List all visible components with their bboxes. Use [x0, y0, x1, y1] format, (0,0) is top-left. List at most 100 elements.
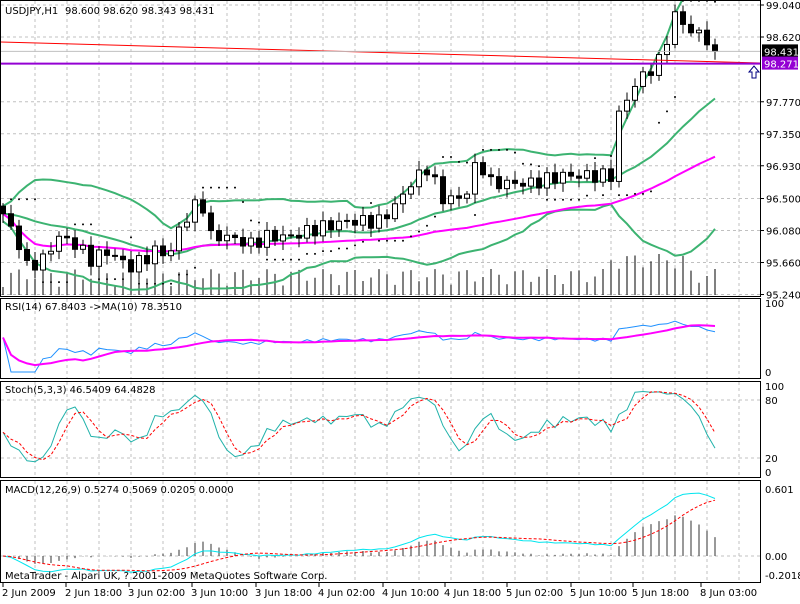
parabolic-sar-dot — [330, 250, 332, 253]
candle-body — [392, 203, 398, 220]
parabolic-sar-dot — [218, 186, 220, 189]
parabolic-sar-dot — [354, 244, 356, 247]
parabolic-sar-dot — [18, 198, 20, 201]
parabolic-sar-dot — [282, 258, 284, 261]
candle-body — [136, 255, 142, 273]
parabolic-sar-dot — [114, 278, 116, 281]
candle-body — [464, 193, 470, 199]
parabolic-sar-dot — [74, 223, 76, 226]
candle-body — [664, 43, 670, 56]
candle-body — [48, 250, 54, 255]
time-axis-label: 5 Jun 02:00 — [506, 588, 563, 599]
parabolic-sar-dot — [618, 194, 620, 197]
rsi-axis-label: 100 — [765, 299, 784, 310]
parabolic-sar-dot — [298, 258, 300, 261]
trend-line — [0, 41, 761, 64]
candle-body — [408, 186, 414, 195]
parabolic-sar-dot — [626, 194, 628, 197]
parabolic-sar-dot — [514, 151, 516, 154]
candle-body — [240, 237, 246, 247]
candle-body — [72, 237, 78, 250]
parabolic-sar-dot — [146, 282, 148, 285]
candle-body — [704, 29, 710, 46]
candle-body — [608, 168, 614, 182]
candle-body — [208, 212, 214, 232]
parabolic-sar-dot — [650, 190, 652, 193]
parabolic-sar-dot — [98, 278, 100, 281]
candle-body — [328, 220, 334, 231]
parabolic-sar-dot — [450, 156, 452, 159]
candle-body — [624, 99, 630, 112]
stoch-axis-label: 80 — [765, 396, 778, 407]
parabolic-sar-dot — [642, 192, 644, 195]
copyright-label: MetaTrader - Alpari UK, ? 2001-2009 Meta… — [5, 571, 327, 582]
time-axis-label: 8 Jun 03:00 — [700, 588, 757, 599]
parabolic-sar-dot — [578, 198, 580, 201]
macd-axis-label: 0.00 — [765, 552, 787, 563]
chart-marks — [0, 0, 761, 573]
time-axis-label: 4 Jun 10:00 — [382, 588, 439, 599]
candle-body — [112, 254, 118, 257]
bid-price-box — [762, 44, 798, 58]
parabolic-sar-dot — [658, 121, 660, 124]
parabolic-sar-dot — [346, 247, 348, 250]
parabolic-sar-dot — [178, 273, 180, 276]
parabolic-sar-dot — [506, 148, 508, 151]
rsi-line — [2, 320, 716, 373]
candle-body — [360, 215, 366, 226]
time-axis-label: 2 Jun 2009 — [2, 588, 56, 599]
price-axis-label: 97.350 — [766, 130, 800, 141]
time-axis-label: 4 Jun 18:00 — [444, 588, 501, 599]
parabolic-sar-dot — [162, 282, 164, 285]
parabolic-sar-dot — [234, 186, 236, 189]
moving-average-line — [2, 155, 716, 253]
parabolic-sar-dot — [362, 240, 364, 243]
candle-body — [424, 169, 430, 176]
parabolic-sar-dot — [602, 194, 604, 197]
parabolic-sar-dot — [458, 160, 460, 163]
rsi-panel-frame — [0, 298, 761, 379]
candle-body — [232, 234, 238, 239]
candle-body — [248, 237, 254, 247]
macd-line — [2, 492, 716, 573]
candle-body — [32, 259, 38, 271]
parabolic-sar-dot — [370, 202, 372, 205]
rsi-label: RSI(14) 67.8403 ->MA(10) 78.3510 — [5, 302, 182, 313]
candle-body — [632, 85, 638, 101]
candle-body — [680, 11, 686, 25]
stoch-axis-label: 0 — [765, 468, 771, 479]
candle-body — [688, 23, 694, 34]
price-axis-label: 96.080 — [766, 227, 800, 238]
candle-body — [616, 110, 622, 182]
time-axis-label: 3 Jun 02:00 — [128, 588, 185, 599]
candle-body — [280, 234, 286, 242]
parabolic-sar-dot — [418, 230, 420, 233]
price-axis-label: 98.620 — [766, 33, 800, 44]
time-axis-label: 3 Jun 10:00 — [191, 588, 248, 599]
candle-body — [296, 234, 302, 239]
candle-body — [496, 176, 502, 190]
candle-body — [184, 221, 190, 228]
candle-body — [200, 199, 206, 214]
candle-body — [96, 249, 102, 267]
macd-signal-line — [2, 499, 716, 572]
candle-body — [416, 169, 422, 188]
candle-body — [384, 214, 390, 220]
candle-body — [24, 249, 30, 261]
candle-body — [40, 253, 46, 271]
candle-body — [504, 179, 510, 190]
parabolic-sar-dot — [562, 198, 564, 201]
parabolic-sar-dot — [322, 250, 324, 253]
parabolic-sar-dot — [674, 96, 676, 99]
candle-body — [264, 229, 270, 248]
candle-body — [16, 225, 22, 251]
candle-body — [152, 245, 158, 265]
parabolic-sar-dot — [154, 282, 156, 285]
parabolic-sar-dot — [610, 154, 612, 157]
candle-body — [272, 229, 278, 242]
arrow-up-icon[interactable] — [747, 65, 761, 79]
parabolic-sar-dot — [90, 223, 92, 226]
parabolic-sar-dot — [426, 224, 428, 227]
